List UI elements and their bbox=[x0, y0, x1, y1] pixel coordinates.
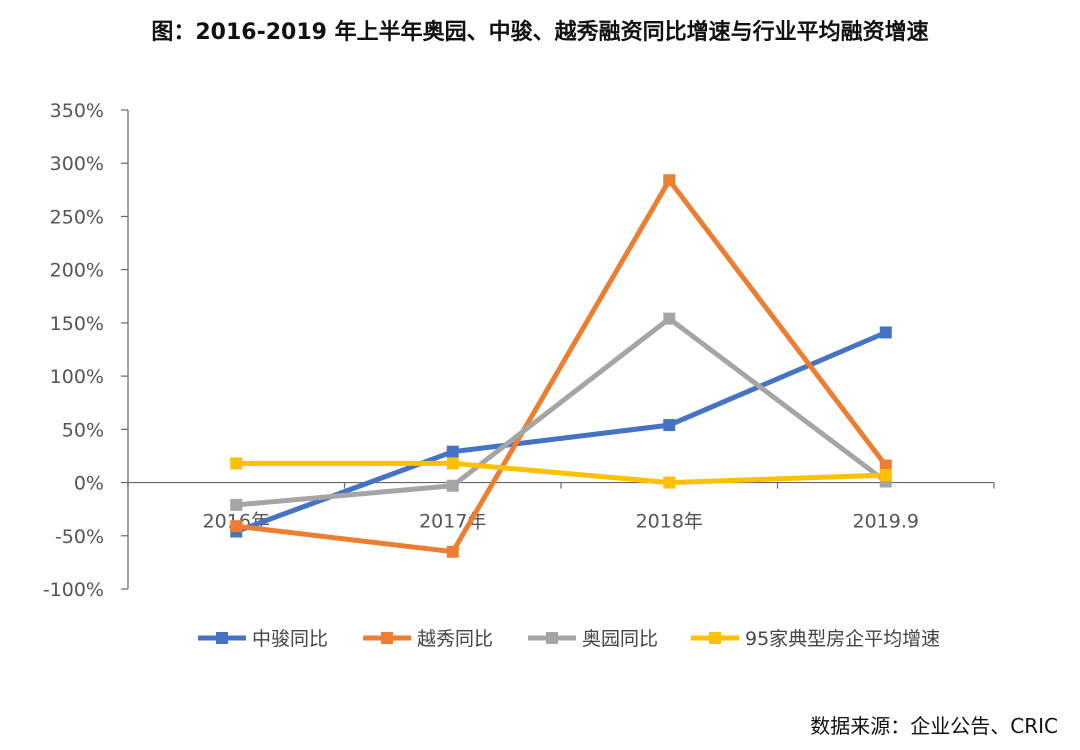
data-point bbox=[230, 457, 243, 470]
y-tick-label: -50% bbox=[55, 526, 104, 548]
y-tick-label: 100% bbox=[50, 366, 104, 388]
axes: 350% 300% 250% 200% 150% 100% 50% 0% -50% -100% 20… bbox=[43, 100, 995, 601]
y-tick-label: -100% bbox=[43, 579, 104, 601]
data-point bbox=[446, 479, 459, 492]
legend-label: 95家典型房企平均增速 bbox=[745, 628, 940, 650]
data-point bbox=[446, 445, 459, 458]
data-point bbox=[879, 326, 892, 339]
legend-label: 越秀同比 bbox=[417, 628, 493, 650]
data-point bbox=[230, 520, 243, 533]
data-point bbox=[663, 312, 676, 325]
x-tick-label: 2019.9 bbox=[853, 511, 919, 533]
y-tick-label: 0% bbox=[74, 473, 104, 495]
chart-title: 图：2016-2019 年上半年奥园、中骏、越秀融资同比增速与行业平均融资增速 bbox=[151, 20, 929, 45]
series-line bbox=[233, 330, 889, 534]
x-tick-label: 2018年 bbox=[636, 511, 703, 533]
y-tick-label: 150% bbox=[50, 313, 104, 335]
data-point bbox=[446, 457, 459, 470]
legend-label: 中骏同比 bbox=[252, 628, 328, 650]
data-point bbox=[663, 476, 676, 489]
y-tick-label: 250% bbox=[50, 206, 104, 228]
y-tick-label: 350% bbox=[50, 100, 104, 122]
y-tick-label: 50% bbox=[62, 419, 104, 441]
legend-label: 奥园同比 bbox=[582, 628, 658, 650]
legend-swatch-marker bbox=[381, 632, 393, 644]
data-point bbox=[230, 498, 243, 511]
data-point bbox=[663, 419, 676, 432]
series-line bbox=[233, 460, 889, 486]
data-point bbox=[663, 174, 676, 187]
data-point bbox=[446, 545, 459, 558]
legend-swatch-marker bbox=[216, 632, 228, 644]
legend-swatch-marker bbox=[546, 632, 558, 644]
data-point bbox=[879, 459, 892, 472]
y-tick-label: 200% bbox=[50, 260, 104, 282]
series-line bbox=[233, 177, 889, 555]
y-tick-label: 300% bbox=[50, 153, 104, 175]
series-lines bbox=[230, 174, 892, 558]
source-note: 数据来源：企业公告、CRIC bbox=[810, 714, 1058, 738]
legend-swatch-marker bbox=[709, 632, 721, 644]
legend: 中骏同比 越秀同比 奥园同比 95家典型房企平均增速 bbox=[198, 628, 940, 650]
data-point bbox=[879, 469, 892, 482]
series-line bbox=[233, 316, 889, 508]
